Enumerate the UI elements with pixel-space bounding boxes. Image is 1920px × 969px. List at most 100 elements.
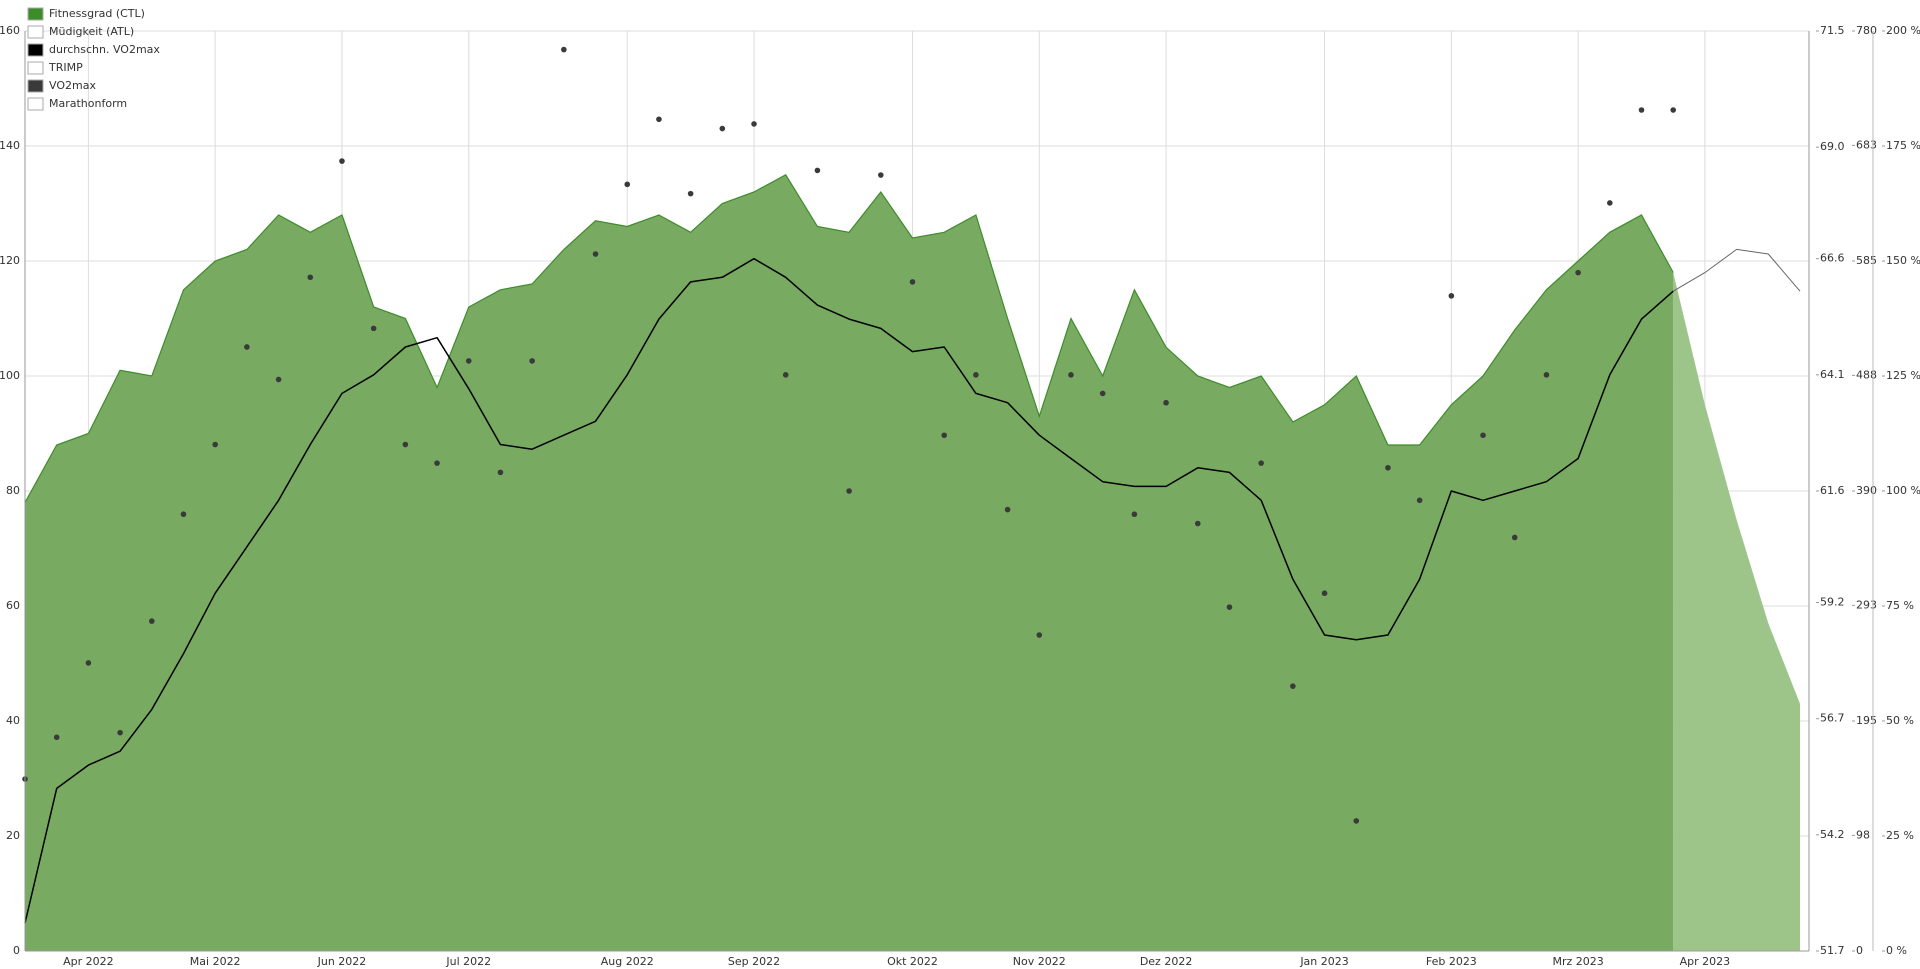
x-tick-label: Mrz 2023 (1552, 955, 1603, 968)
y-tick-label: 80 (6, 484, 20, 497)
point (909, 279, 916, 285)
point (782, 372, 789, 378)
legend-swatch (27, 43, 44, 57)
legend-label: Müdigkeit (ATL) (49, 25, 134, 38)
y-tick-label: 20 (6, 829, 20, 842)
y2-tick-label: 66.6 (1820, 252, 1845, 265)
legend-label: VO2max (49, 79, 96, 92)
y-tick-label: 120 (0, 254, 20, 267)
y3-tick-label: 0 (1856, 944, 1863, 957)
legend-label: TRIMP (48, 61, 83, 74)
y3-tick-label: 488 (1856, 368, 1877, 381)
point (1416, 497, 1423, 504)
y-tick-label: 140 (0, 139, 20, 152)
area-edge (24, 174, 1674, 503)
x-tick-label: Jan 2023 (1299, 955, 1348, 968)
legend-swatch (27, 97, 44, 111)
y2-tick-label: 64.1 (1820, 368, 1845, 381)
legend-swatch (27, 25, 44, 39)
y3-tick-label: 195 (1856, 714, 1877, 727)
point (53, 734, 60, 741)
line (24, 257, 1674, 924)
point (212, 441, 218, 448)
y2-tick-label: 59.2 (1820, 596, 1845, 609)
y4-tick-label: 175 % (1886, 139, 1920, 152)
y4-tick-label: 100 % (1886, 484, 1920, 497)
x-tick-label: Nov 2022 (1013, 955, 1066, 968)
point (1321, 590, 1328, 597)
legend-label: Marathonform (49, 97, 127, 110)
point (561, 46, 567, 53)
point (973, 372, 979, 378)
x-tick-label: Apr 2022 (63, 955, 114, 968)
point (846, 488, 852, 494)
point (1543, 372, 1550, 378)
point (339, 158, 345, 164)
y2-tick-label: 54.2 (1820, 828, 1845, 841)
x-tick-label: Jul 2022 (445, 955, 491, 968)
legend: Fitnessgrad (CTL) Müdigkeit (ATL) durchsch… (27, 7, 160, 111)
y3-tick-label: 293 (1856, 598, 1877, 611)
point (402, 441, 409, 448)
x-tick-label: Dez 2022 (1140, 955, 1193, 968)
y4-tick-label: 25 % (1886, 829, 1914, 842)
y4-tick-label: 125 % (1886, 369, 1920, 382)
y2-tick-label: 51.7 (1820, 944, 1845, 957)
y2-tick-label: 56.7 (1820, 712, 1845, 725)
forecast-area (1673, 272, 1800, 951)
point (751, 121, 757, 127)
legend-label: Fitnessgrad (CTL) (49, 7, 145, 20)
point (814, 167, 821, 174)
legend-label: durchschn. VO2max (49, 43, 160, 56)
point (941, 432, 947, 439)
x-tick-label: Apr 2023 (1680, 955, 1731, 968)
point (307, 274, 314, 281)
point (244, 344, 250, 350)
y4-tick-label: 150 % (1886, 254, 1920, 267)
point (1353, 818, 1360, 824)
point (1670, 107, 1677, 113)
y-tick-label: 160 (0, 24, 20, 37)
x-tick-label: Jun 2022 (317, 955, 367, 968)
point (117, 729, 123, 736)
marks (22, 46, 1801, 952)
point (878, 172, 884, 178)
x-tick-label: Mai 2022 (190, 955, 241, 968)
x-tick-label: Okt 2022 (887, 955, 938, 968)
point (1511, 534, 1518, 541)
point (1036, 632, 1043, 638)
point (148, 618, 155, 624)
x-tick-label: Sep 2022 (728, 955, 780, 968)
forecast-line (1672, 248, 1801, 292)
point (1258, 460, 1264, 466)
point (1163, 399, 1169, 406)
x-tick-label: Aug 2022 (601, 955, 654, 968)
point (465, 358, 472, 364)
y4-tick-label: 200 % (1886, 24, 1920, 37)
point (1638, 107, 1645, 113)
y4-tick-label: 0 % (1886, 944, 1907, 957)
y3-tick-label: 683 (1856, 138, 1877, 151)
point (275, 376, 282, 383)
y4-tick-label: 75 % (1886, 599, 1914, 612)
point (370, 325, 377, 332)
x-tick-label: Feb 2023 (1426, 955, 1477, 968)
point (1575, 269, 1581, 276)
point (1448, 293, 1455, 299)
point (497, 469, 504, 476)
y2-tick-label: 71.5 (1820, 24, 1845, 37)
point (1068, 372, 1074, 378)
y3-tick-label: 585 (1856, 254, 1877, 267)
point (1194, 520, 1201, 527)
y2-tick-label: 69.0 (1820, 140, 1845, 153)
point (529, 358, 535, 364)
point (85, 660, 92, 666)
legend-swatch (27, 7, 44, 21)
point (434, 460, 440, 466)
y-tick-label: 60 (6, 599, 20, 612)
point (687, 190, 694, 197)
point (656, 116, 662, 123)
point (719, 125, 726, 132)
y2-tick-label: 61.6 (1820, 484, 1845, 497)
